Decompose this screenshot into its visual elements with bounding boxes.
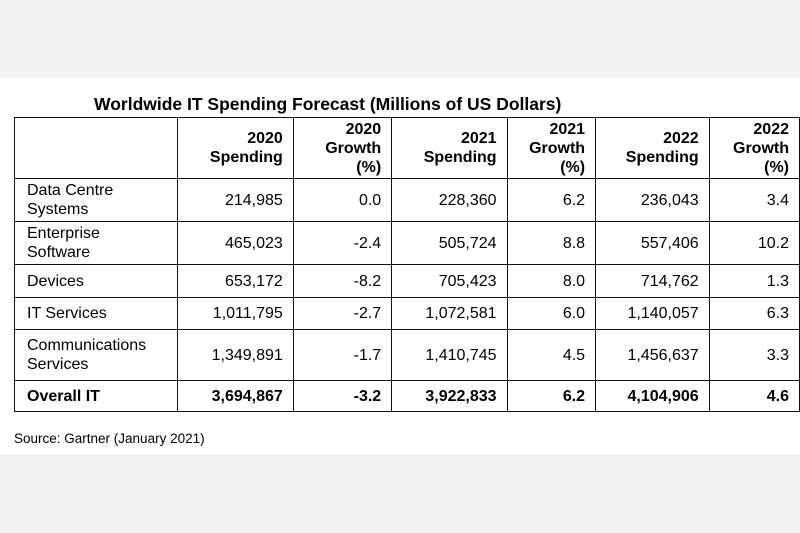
source-note: Source: Gartner (January 2021) (14, 431, 205, 446)
forecast-table: 2020 Spending 2020 Growth (%) 2021 Spendin… (13, 117, 800, 412)
table-cell: 653,172 (177, 264, 294, 298)
row-label: Enterprise Software (13, 221, 179, 265)
table-cell: -3.2 (292, 380, 393, 412)
table-cell: 236,043 (595, 178, 710, 222)
table-cell: 6.2 (506, 380, 597, 412)
table-cell: 1,349,891 (177, 329, 294, 381)
table-row: IT Services 1,011,795 -2.7 1,072,581 6.0 1,14… (13, 297, 800, 330)
table-row: Data Centre Systems 214,985 0.0 228,360 6.2 2… (13, 178, 800, 222)
table-row: Devices 653,172 -8.2 705,423 8.0 714,762 1.3 (13, 264, 800, 298)
table-cell: 1,410,745 (391, 329, 508, 381)
table-cell: 214,985 (177, 178, 294, 222)
table-cell: -8.2 (292, 264, 393, 298)
table-cell: 8.8 (506, 221, 597, 265)
header-row: 2020 Spending 2020 Growth (%) 2021 Spendin… (13, 117, 800, 179)
table-cell: 705,423 (391, 264, 508, 298)
table-cell: 4.6 (708, 380, 800, 412)
table-cell: 4.5 (506, 329, 597, 381)
table-cell: 3,922,833 (391, 380, 508, 412)
row-label: Overall IT (13, 380, 179, 412)
table-cell: 0.0 (292, 178, 393, 222)
table-cell: 505,724 (391, 221, 508, 265)
table-cell: 3.4 (708, 178, 800, 222)
table-cell: 3,694,867 (177, 380, 294, 412)
header-cell-4: 2021 Growth (%) (506, 117, 597, 179)
table-cell: 8.0 (506, 264, 597, 298)
table-cell: -1.7 (292, 329, 393, 381)
table-cell: 228,360 (391, 178, 508, 222)
header-cell-5: 2022 Spending (595, 117, 710, 179)
table-cell: 4,104,906 (595, 380, 710, 412)
header-cell-3: 2021 Spending (391, 117, 508, 179)
table-cell: 1.3 (708, 264, 800, 298)
table-cell: 1,072,581 (391, 297, 508, 330)
header-cell-category (13, 117, 179, 179)
table-cell: 465,023 (177, 221, 294, 265)
row-label: Devices (13, 264, 179, 298)
table-cell: 6.3 (708, 297, 800, 330)
table-cell: 6.0 (506, 297, 597, 330)
table-cell: 6.2 (506, 178, 597, 222)
table-cell: 3.3 (708, 329, 800, 381)
header-cell-2: 2020 Growth (%) (292, 117, 393, 179)
table-cell: 557,406 (595, 221, 710, 265)
total-row: Overall IT 3,694,867 -3.2 3,922,833 6.2 4,104… (13, 380, 800, 412)
table-row: Enterprise Software 465,023 -2.4 505,724 8.8… (13, 221, 800, 265)
table-cell: 714,762 (595, 264, 710, 298)
row-label: Data Centre Systems (13, 178, 179, 222)
header-cell-6: 2022 Growth (%) (708, 117, 800, 179)
table-cell: -2.7 (292, 297, 393, 330)
table-cell: 1,456,637 (595, 329, 710, 381)
header-cell-1: 2020 Spending (177, 117, 294, 179)
table-title: Worldwide IT Spending Forecast (Millions… (94, 94, 562, 114)
row-label: IT Services (13, 297, 179, 330)
table-cell: 1,140,057 (595, 297, 710, 330)
row-label: Communications Services (13, 329, 179, 381)
table-row: Communications Services 1,349,891 -1.7 1,41… (13, 329, 800, 381)
table-cell: 10.2 (708, 221, 800, 265)
table-cell: -2.4 (292, 221, 393, 265)
table-cell: 1,011,795 (177, 297, 294, 330)
